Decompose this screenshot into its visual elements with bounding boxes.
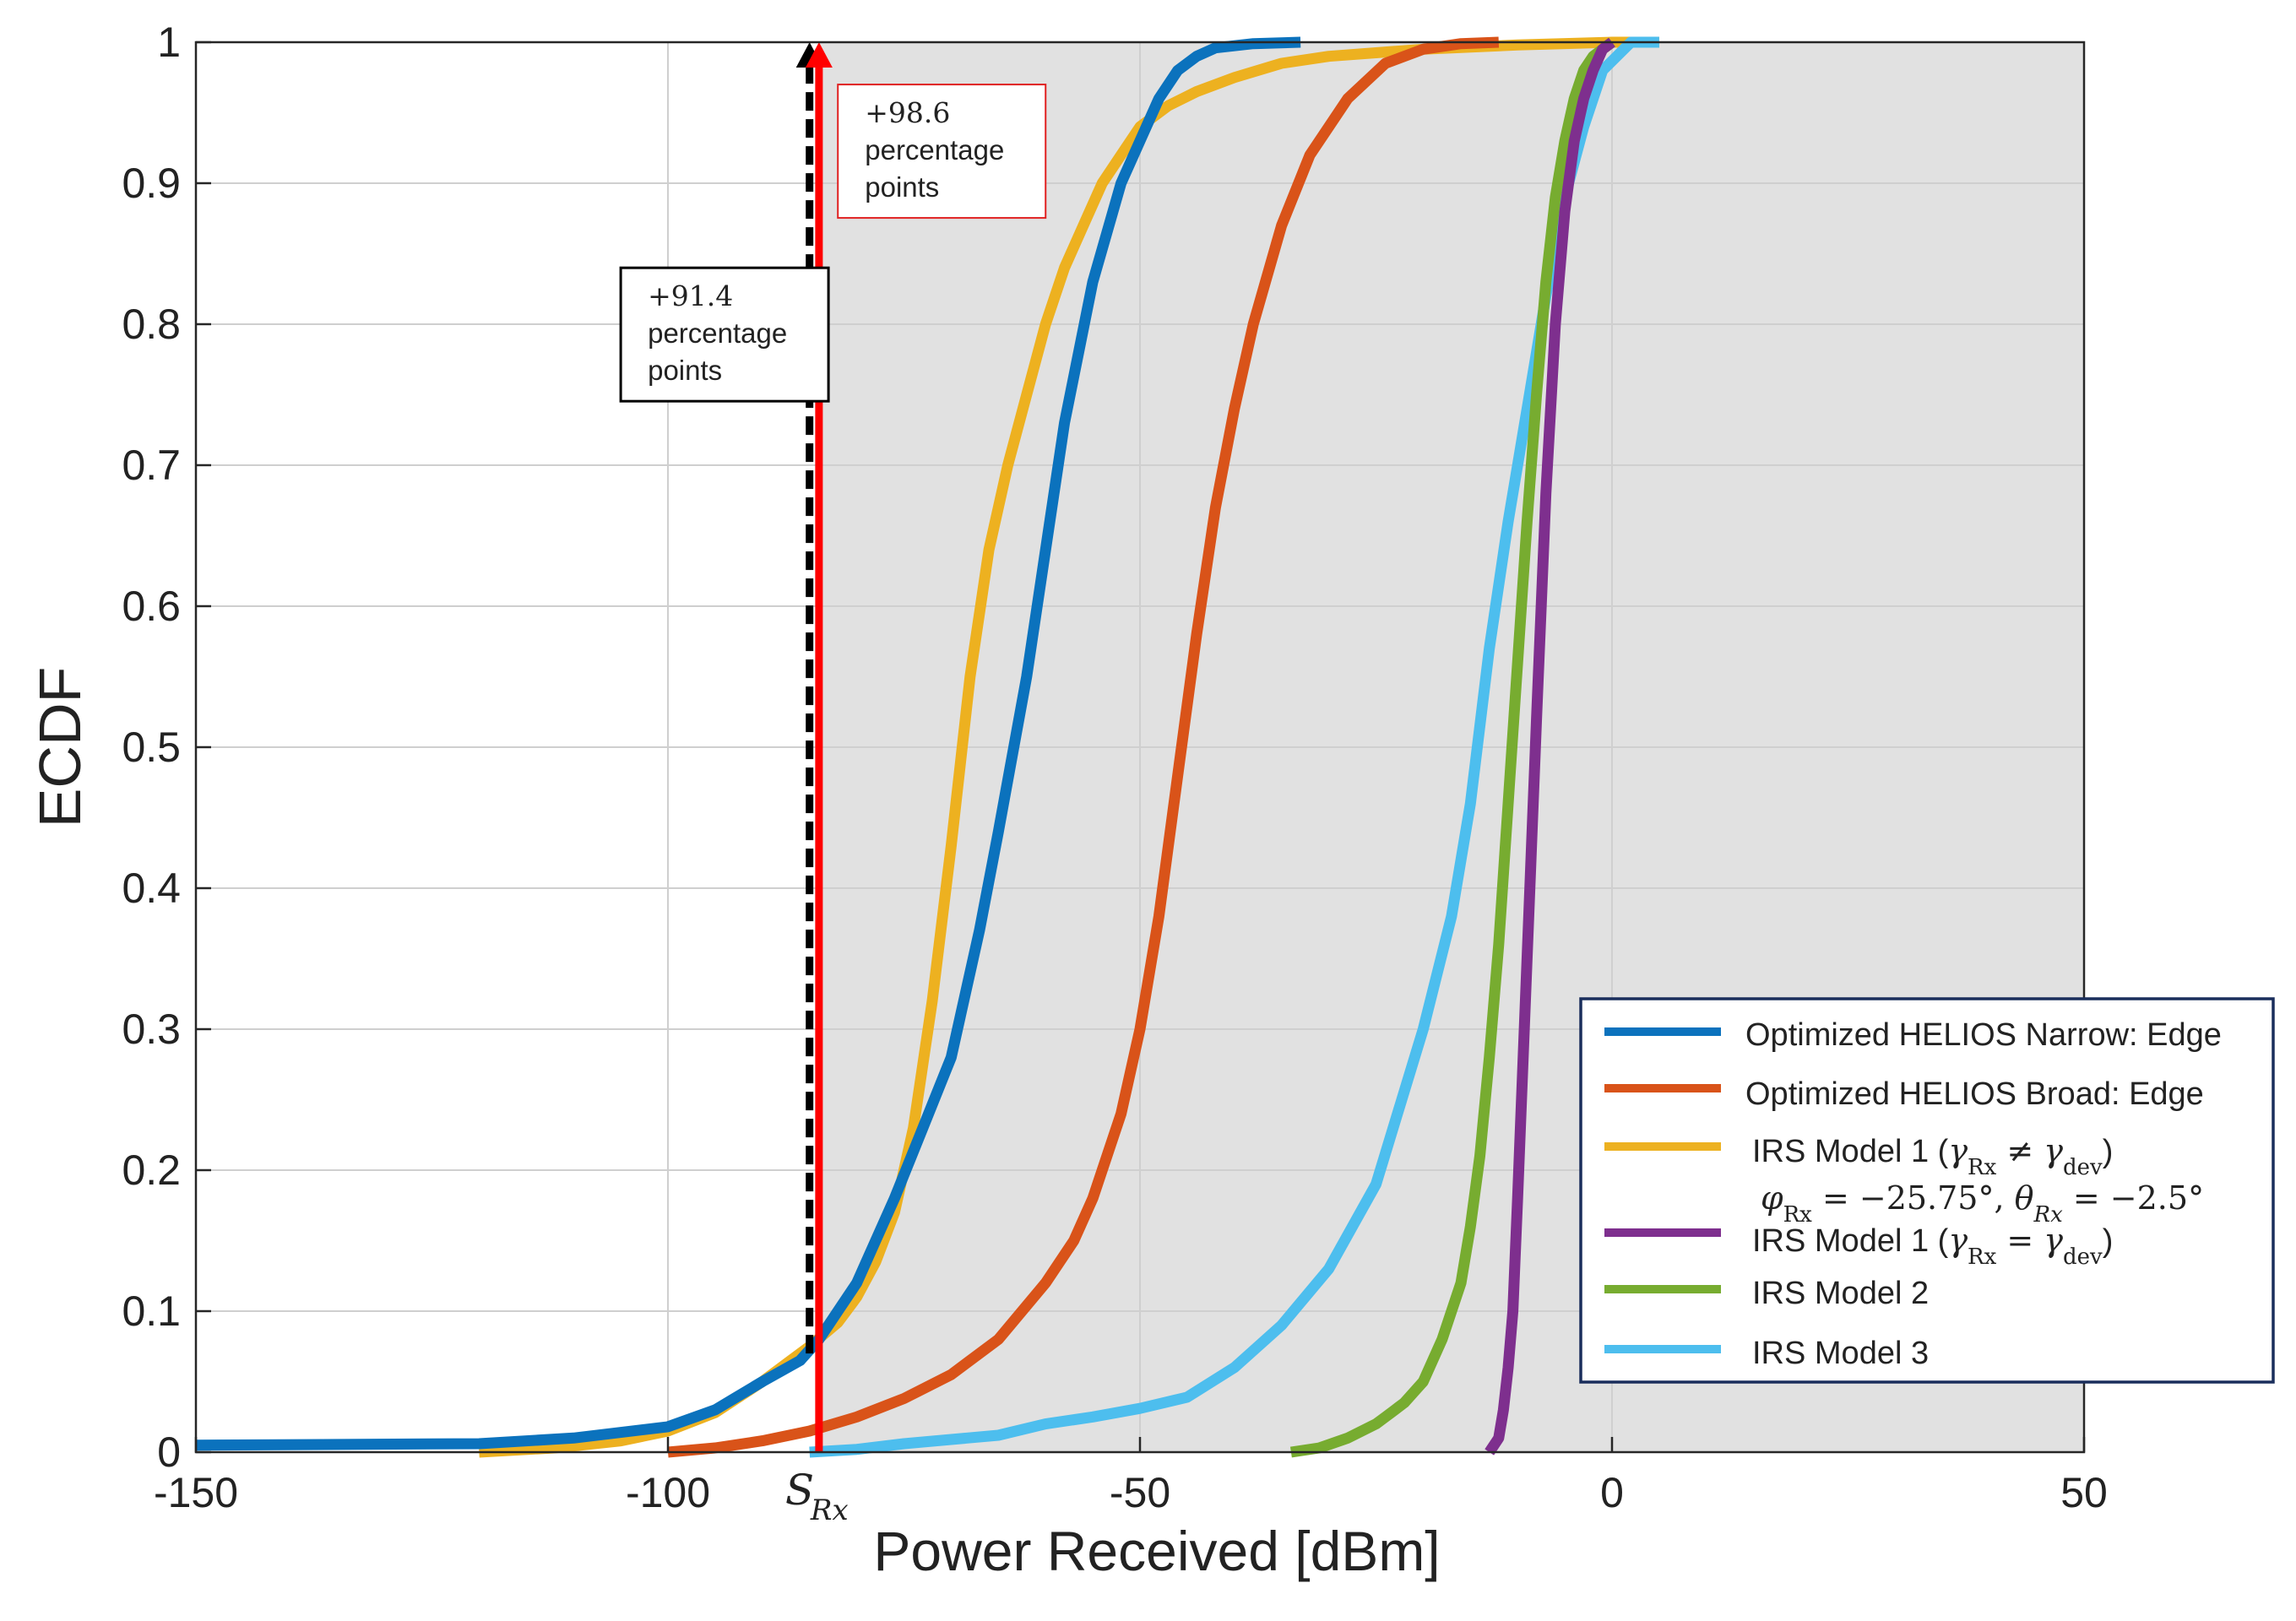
y-tick-label: 0.4 [122,865,181,912]
legend: Optimized HELIOS Narrow: Edge Optimized H… [1579,997,2275,1384]
y-tick-label: 1 [157,19,181,66]
legend-label: Optimized HELIOS Narrow: Edge [1745,1017,2222,1053]
y-tick-label: 0.5 [122,724,181,771]
annotation-red-text: percentage [865,134,1004,165]
annotation-red-text: points [865,171,939,203]
x-axis-label: Power Received [dBm] [873,1520,1440,1582]
threshold-subscript: Rx [810,1494,849,1527]
x-tick-label: -100 [626,1469,710,1516]
y-tick-label: 0 [157,1429,181,1476]
series-line-3 [1485,37,1615,1456]
x-tick-label: -150 [154,1469,238,1516]
y-tick-label: 0.1 [122,1288,181,1335]
threshold-label: SRx [785,1466,849,1527]
threshold-symbol: S [785,1466,814,1515]
series-line-0 [195,36,1301,1451]
x-tick-label: 0 [1600,1469,1624,1516]
legend-items: Optimized HELIOS Narrow: Edge Optimized H… [1604,1017,2222,1371]
annotation-red: +98.6 percentage points [837,84,1047,220]
annotation-black-text: +91.4 [648,279,733,312]
annotation-black-text: points [648,355,722,386]
annotation-red-text: +98.6 [865,96,950,129]
red-arrow-head [805,42,833,68]
annotation-black: +91.4 percentage points [619,266,830,403]
y-tick-label: 0.6 [122,583,181,630]
x-tick-label: -50 [1110,1469,1170,1516]
legend-label: IRS Model 2 [1752,1276,1929,1311]
y-tick-label: 0.3 [122,1006,181,1053]
series-line-4 [1289,37,1615,1458]
legend-label: IRS Model 3 [1752,1336,1929,1371]
y-tick-label: 0.2 [122,1147,181,1194]
y-tick-label: 0.8 [122,301,181,348]
y-tick-label: 0.9 [122,160,181,207]
y-axis-label: ECDF [27,667,93,828]
annotation-black-text: percentage [648,317,787,349]
legend-label: IRS Model 1 (γRx ≠ γdev) [1752,1132,2113,1180]
legend-label-line2: φRx = −25.75°, θRx = −2.5° [1761,1179,2204,1228]
annotation-red-box [837,84,1047,220]
legend-box [1579,997,2275,1384]
axis-ticks: -150 -100 -50 0 50 0 0.1 0.2 0.3 0.4 0.5 0.6 0.7 0.8 0… [122,19,2107,1516]
series-lines [195,36,1659,1458]
series-line-1 [667,36,1500,1458]
annotation-black-box [619,266,830,403]
legend-label: Optimized HELIOS Broad: Edge [1745,1076,2204,1112]
annotations: +91.4 percentage points +98.6 percentage poin… [619,84,1047,403]
x-tick-label: 50 [2060,1469,2108,1516]
y-tick-label: 0.7 [122,442,181,489]
legend-label: IRS Model 1 (γRx = γdev) [1752,1222,2113,1270]
